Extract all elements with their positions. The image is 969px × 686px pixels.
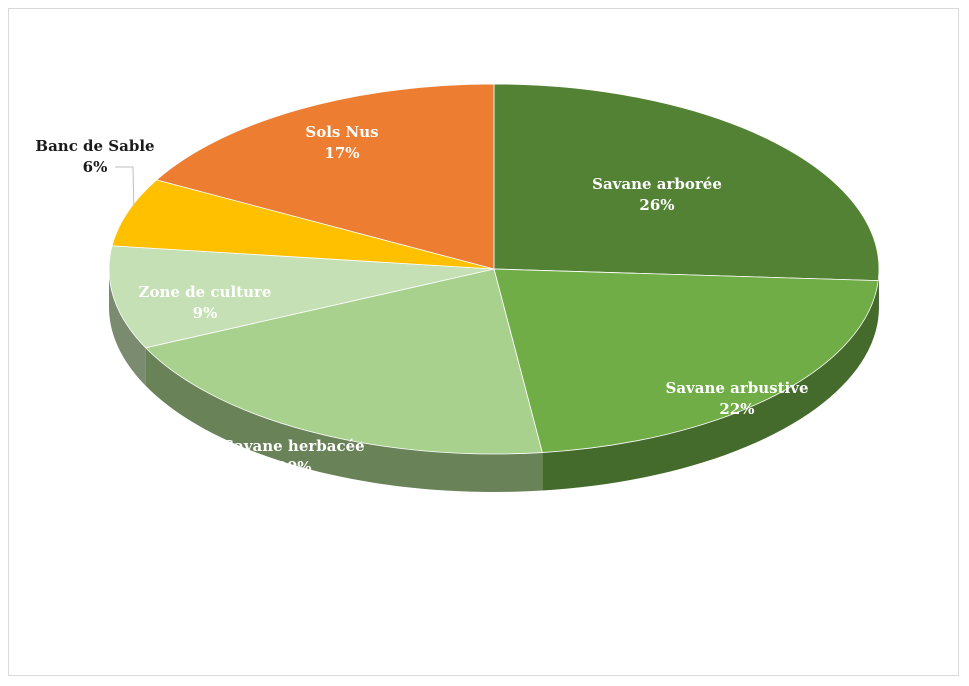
data-label-3: Zone de culture 9% <box>139 283 272 322</box>
data-label-2: Savane herbacée 20% <box>223 437 364 476</box>
pie-labels: Savane arborée 26% Savane arbustive 22% Sava… <box>35 123 808 476</box>
data-label-4: Banc de Sable 6% <box>35 137 154 176</box>
chart-frame: Savane arborée 26% Savane arbustive 22% Sava… <box>8 8 959 676</box>
pie-slice-savane-arborée <box>493 83 880 282</box>
pie-slice-savane-herbacée <box>144 268 543 455</box>
pie-chart: Savane arborée 26% Savane arbustive 22% Sava… <box>35 83 880 492</box>
data-label-0: Savane arborée 26% <box>592 175 722 214</box>
pie-side-2 <box>145 347 543 492</box>
pie-side-3 <box>109 269 146 386</box>
pie-slice-zone-de-culture <box>108 245 495 349</box>
data-label-1: Savane arbustive 22% <box>665 379 808 418</box>
pie-side-1 <box>542 280 879 491</box>
pie-slice-sols-nus <box>155 83 495 270</box>
pie-slices <box>108 83 880 455</box>
pie-slice-savane-arbustive <box>493 268 879 453</box>
pie-slice-banc-de-sable <box>111 179 495 270</box>
data-label-5: Sols Nus 17% <box>305 123 378 162</box>
leader-line <box>115 166 135 206</box>
